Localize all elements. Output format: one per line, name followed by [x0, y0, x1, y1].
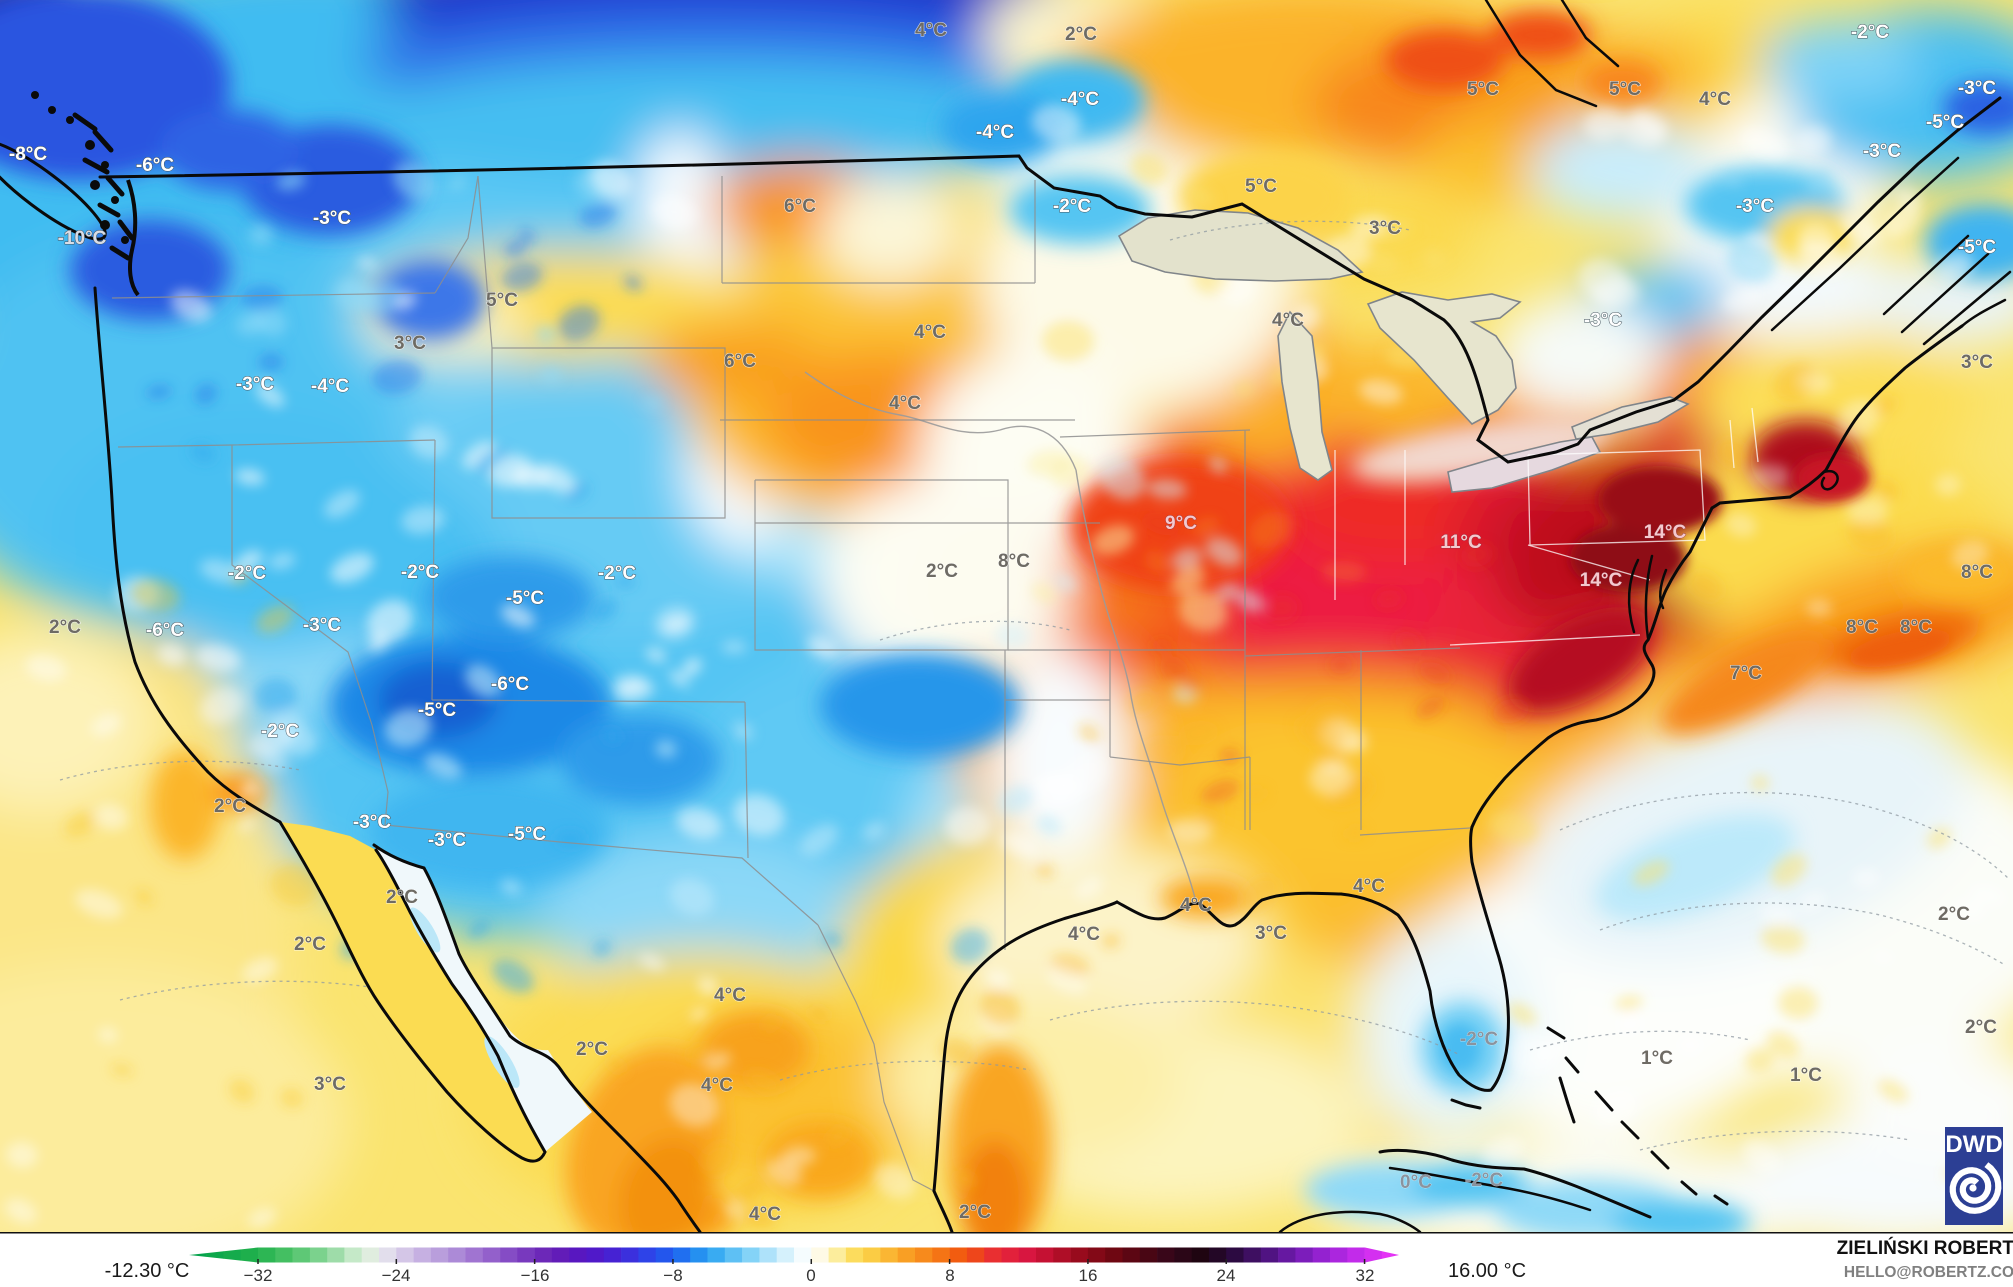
svg-text:8°C: 8°C: [1846, 617, 1878, 638]
svg-text:16: 16: [1079, 1266, 1098, 1285]
svg-text:4°C: 4°C: [889, 393, 921, 414]
svg-text:2°C: 2°C: [1965, 1017, 1997, 1038]
svg-text:32: 32: [1356, 1266, 1375, 1285]
svg-text:3°C: 3°C: [314, 1074, 346, 1095]
svg-text:14°C: 14°C: [1644, 522, 1687, 543]
svg-text:-5°C: -5°C: [508, 824, 546, 845]
svg-text:-5°C: -5°C: [506, 588, 544, 609]
svg-text:4°C: 4°C: [701, 1075, 733, 1096]
svg-text:-3°C: -3°C: [1584, 310, 1622, 331]
svg-text:8°C: 8°C: [1961, 562, 1993, 583]
svg-text:4°C: 4°C: [749, 1204, 781, 1225]
svg-text:4°C: 4°C: [914, 322, 946, 343]
svg-text:1°C: 1°C: [1641, 1048, 1673, 1069]
svg-text:6°C: 6°C: [784, 196, 816, 217]
svg-text:-4°C: -4°C: [976, 122, 1014, 143]
svg-text:−16: −16: [521, 1266, 550, 1285]
svg-text:-3°C: -3°C: [1958, 78, 1996, 99]
svg-text:ZIELIŃSKI ROBERT: ZIELIŃSKI ROBERT: [1837, 1237, 2013, 1259]
svg-text:5°C: 5°C: [486, 290, 518, 311]
svg-text:-12.30 °C: -12.30 °C: [105, 1260, 190, 1282]
svg-text:-2°C: -2°C: [401, 562, 439, 583]
svg-text:8°C: 8°C: [998, 551, 1030, 572]
svg-text:DWD: DWD: [1945, 1131, 2002, 1158]
svg-text:HELLO@ROBERTZ.CO: HELLO@ROBERTZ.CO: [1844, 1264, 2013, 1281]
svg-text:3°C: 3°C: [1961, 352, 1993, 373]
svg-text:24: 24: [1217, 1266, 1236, 1285]
svg-text:9°C: 9°C: [1165, 513, 1197, 534]
svg-text:2°C: 2°C: [1065, 24, 1097, 45]
svg-text:1°C: 1°C: [1790, 1065, 1822, 1086]
svg-text:-3°C: -3°C: [1736, 196, 1774, 217]
svg-text:-10°C: -10°C: [58, 228, 107, 249]
svg-text:-3°C: -3°C: [236, 374, 274, 395]
svg-text:−8: −8: [663, 1266, 682, 1285]
svg-text:-6°C: -6°C: [491, 674, 529, 695]
svg-text:3°C: 3°C: [394, 333, 426, 354]
svg-text:4°C: 4°C: [1180, 895, 1212, 916]
svg-text:-6°C: -6°C: [146, 620, 184, 641]
svg-text:2°C: 2°C: [386, 887, 418, 908]
svg-text:3°C: 3°C: [1255, 923, 1287, 944]
svg-text:8: 8: [945, 1266, 954, 1285]
svg-text:2°C: 2°C: [926, 561, 958, 582]
svg-text:0°C: 0°C: [1400, 1172, 1432, 1193]
svg-text:4°C: 4°C: [1068, 924, 1100, 945]
svg-text:3°C: 3°C: [1369, 218, 1401, 239]
svg-text:4°C: 4°C: [714, 985, 746, 1006]
svg-text:-4°C: -4°C: [311, 376, 349, 397]
svg-text:0: 0: [806, 1266, 815, 1285]
svg-text:4°C: 4°C: [1353, 876, 1385, 897]
svg-text:6°C: 6°C: [724, 351, 756, 372]
svg-text:2°C: 2°C: [49, 617, 81, 638]
svg-text:-2°C: -2°C: [1053, 196, 1091, 217]
svg-text:-4°C: -4°C: [1061, 89, 1099, 110]
svg-text:-2°C: -2°C: [261, 721, 299, 742]
svg-text:-2°C: -2°C: [228, 563, 266, 584]
svg-text:-3°C: -3°C: [1863, 141, 1901, 162]
svg-text:2°C: 2°C: [294, 934, 326, 955]
svg-text:-2°C: -2°C: [1851, 22, 1889, 43]
svg-text:-2°C: -2°C: [1465, 1170, 1503, 1191]
svg-text:5°C: 5°C: [1245, 176, 1277, 197]
svg-text:2°C: 2°C: [214, 796, 246, 817]
svg-text:2°C: 2°C: [1938, 904, 1970, 925]
svg-text:-5°C: -5°C: [1958, 237, 1996, 258]
svg-text:-5°C: -5°C: [1926, 112, 1964, 133]
svg-text:-3°C: -3°C: [303, 615, 341, 636]
svg-text:-5°C: -5°C: [418, 700, 456, 721]
svg-text:8°C: 8°C: [1900, 617, 1932, 638]
svg-text:-2°C: -2°C: [1460, 1029, 1498, 1050]
svg-text:-3°C: -3°C: [353, 812, 391, 833]
svg-text:16.00 °C: 16.00 °C: [1448, 1260, 1526, 1282]
svg-text:5°C: 5°C: [1467, 79, 1499, 100]
svg-text:-3°C: -3°C: [313, 208, 351, 229]
svg-text:14°C: 14°C: [1580, 570, 1623, 591]
svg-text:4°C: 4°C: [915, 20, 947, 41]
svg-text:2°C: 2°C: [576, 1039, 608, 1060]
svg-text:-6°C: -6°C: [136, 155, 174, 176]
svg-text:4°C: 4°C: [1699, 89, 1731, 110]
svg-text:4°C: 4°C: [1272, 310, 1304, 331]
svg-text:7°C: 7°C: [1730, 663, 1762, 684]
svg-text:−32: −32: [244, 1266, 273, 1285]
svg-text:−24: −24: [382, 1266, 411, 1285]
svg-text:-3°C: -3°C: [428, 830, 466, 851]
svg-text:11°C: 11°C: [1440, 532, 1482, 553]
svg-text:-2°C: -2°C: [598, 563, 636, 584]
svg-text:5°C: 5°C: [1609, 79, 1641, 100]
svg-text:2°C: 2°C: [959, 1202, 991, 1223]
svg-text:-8°C: -8°C: [9, 144, 47, 165]
